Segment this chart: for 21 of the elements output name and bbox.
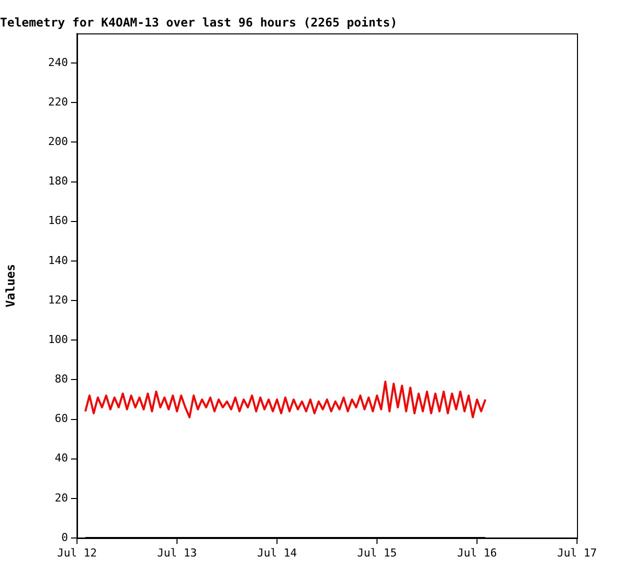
y-tick-label: 160 bbox=[48, 214, 68, 228]
x-tick-label: Jul 13 bbox=[157, 546, 197, 560]
x-tick-label: Jul 14 bbox=[257, 546, 298, 560]
x-tick-label: Jul 16 bbox=[457, 546, 497, 560]
y-tick-label: 40 bbox=[54, 452, 68, 465]
chart-title: Telemetry for K4OAM-13 over last 96 hours (2265 points) bbox=[0, 15, 398, 30]
y-tick-label: 20 bbox=[54, 491, 68, 504]
x-tick-label: Jul 17 bbox=[557, 546, 597, 560]
x-tick-label: Jul 15 bbox=[357, 546, 397, 560]
y-tick-label: 60 bbox=[54, 412, 68, 426]
x-tick-label: Jul 12 bbox=[57, 546, 97, 560]
y-tick-label: 220 bbox=[48, 96, 68, 109]
y-tick-label: 240 bbox=[48, 56, 68, 69]
y-tick-label: 0 bbox=[61, 530, 68, 544]
y-axis-title: Values bbox=[3, 264, 18, 308]
y-tick-label: 120 bbox=[48, 293, 68, 306]
y-tick-label: 80 bbox=[54, 372, 68, 386]
y-tick-label: 100 bbox=[48, 332, 68, 346]
y-tick-label: 180 bbox=[48, 174, 68, 188]
y-tick-label: 200 bbox=[48, 135, 68, 148]
y-tick-label: 140 bbox=[48, 254, 68, 267]
